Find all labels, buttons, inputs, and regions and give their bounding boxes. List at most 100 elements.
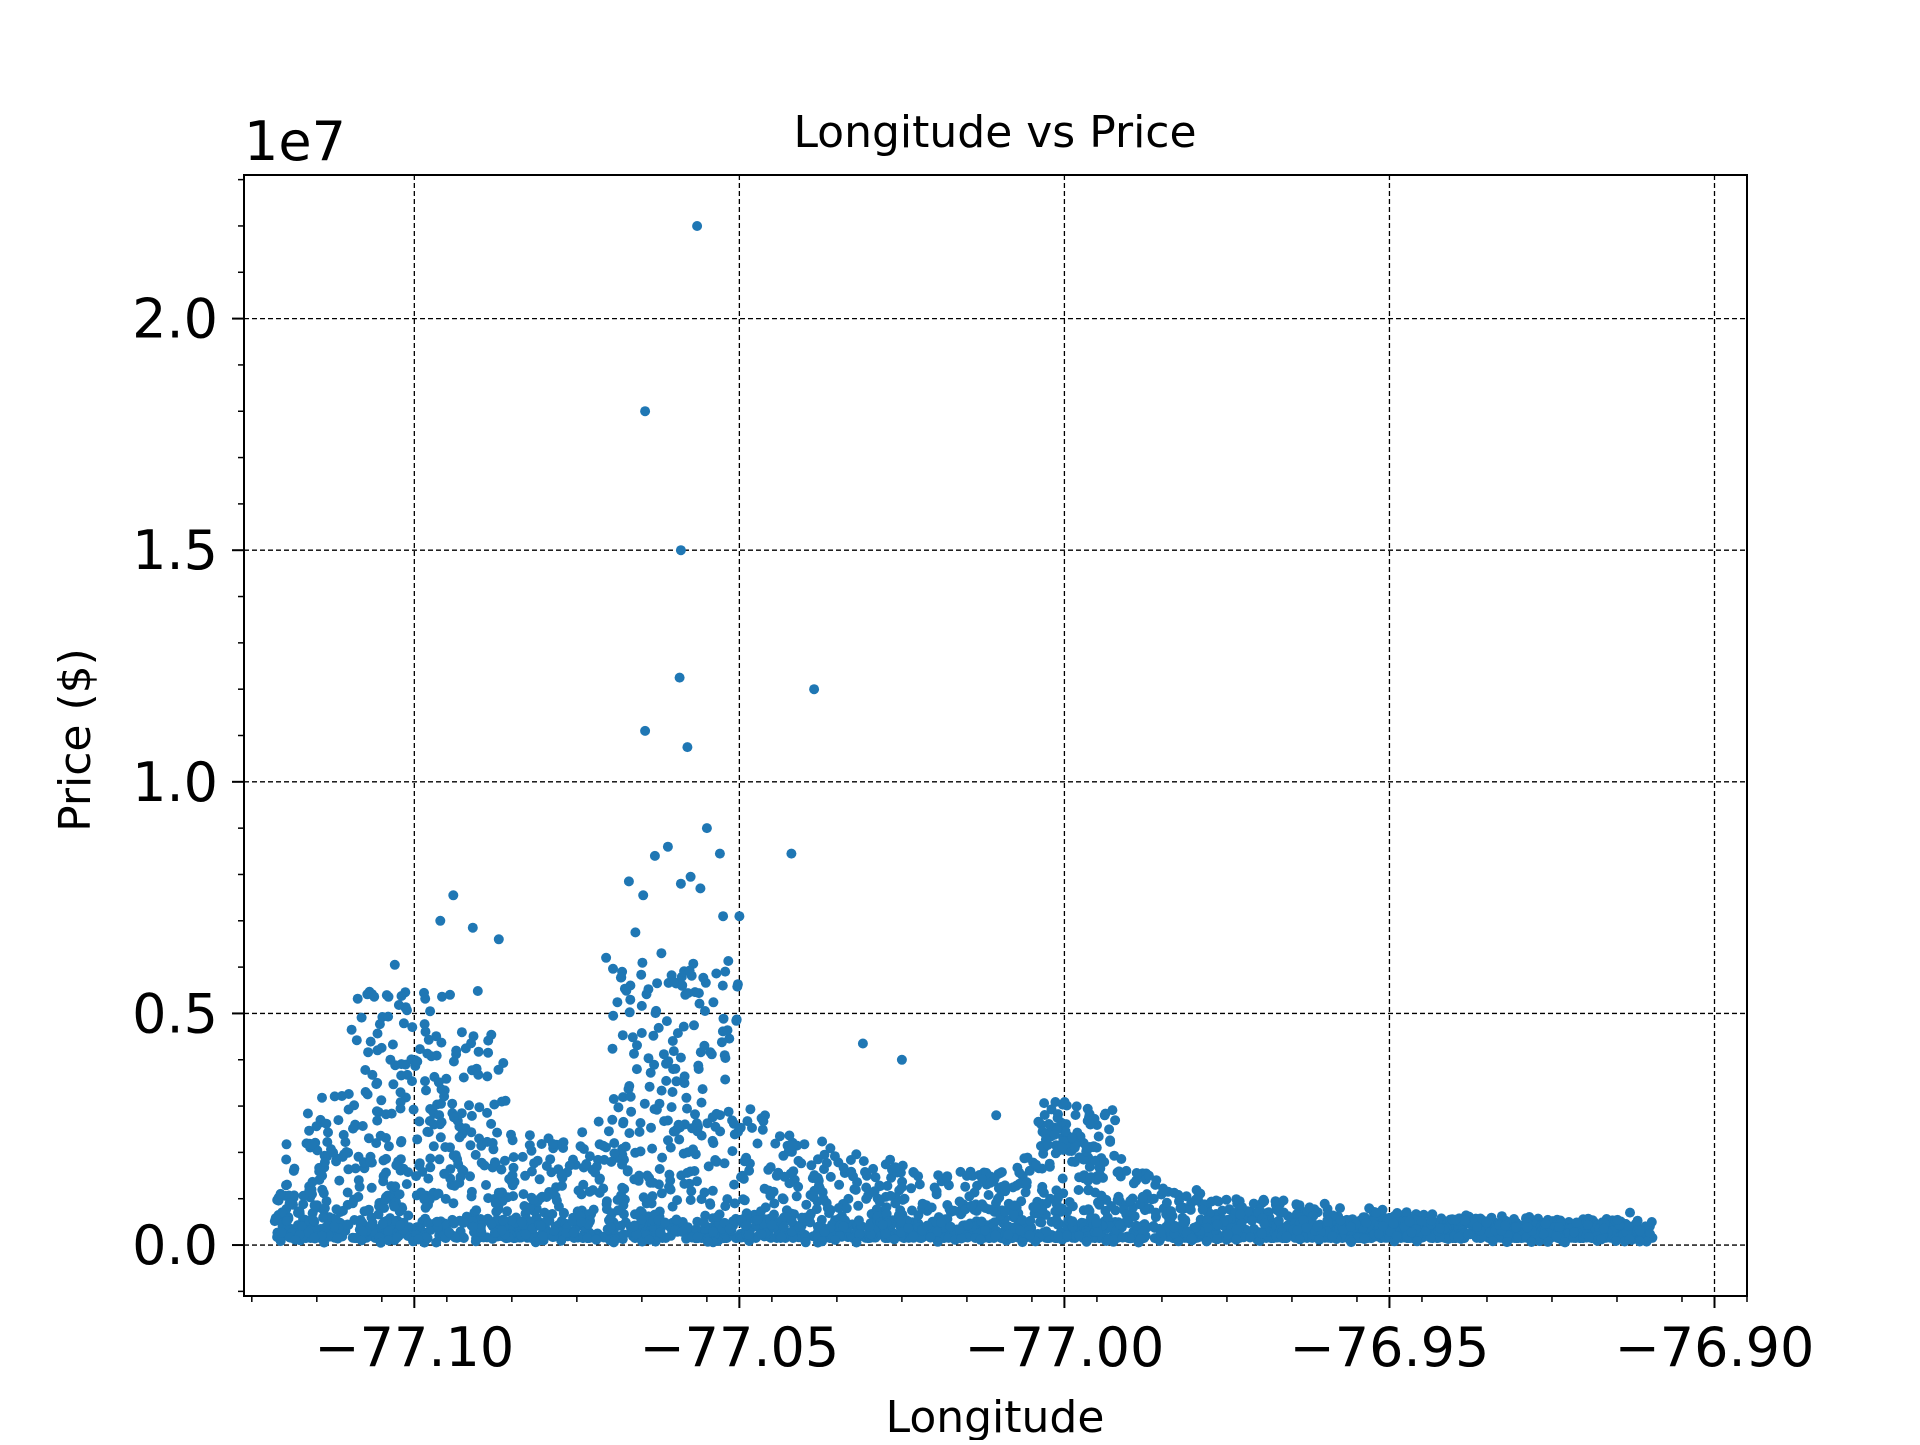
data-point <box>601 1199 612 1209</box>
data-point <box>895 1216 906 1227</box>
data-point <box>536 1220 546 1231</box>
data-point <box>423 1218 434 1228</box>
data-point <box>673 1119 684 1130</box>
data-point <box>365 1036 376 1047</box>
data-point <box>466 1038 477 1049</box>
data-point <box>458 1072 469 1083</box>
data-point <box>1450 1214 1461 1225</box>
data-point <box>520 1170 531 1181</box>
data-point <box>465 1140 476 1151</box>
data-point <box>414 1116 425 1127</box>
data-point <box>407 1022 418 1033</box>
data-point <box>395 1097 406 1108</box>
data-point <box>632 1040 642 1051</box>
data-point <box>504 1174 515 1184</box>
data-point <box>396 1136 407 1146</box>
data-point <box>1646 1217 1657 1227</box>
data-point <box>454 1132 465 1143</box>
data-point <box>556 1235 567 1246</box>
data-point <box>332 1233 343 1244</box>
data-point <box>1125 1195 1136 1206</box>
data-point <box>917 1198 928 1209</box>
data-point <box>372 1077 383 1088</box>
data-point <box>1217 1205 1228 1216</box>
data-point <box>343 1089 354 1099</box>
outlier-point <box>701 823 712 834</box>
y-tick-label: 0.0 <box>132 1214 218 1277</box>
data-point <box>1021 1177 1032 1188</box>
data-point <box>431 1237 442 1248</box>
data-point <box>799 1139 810 1150</box>
data-point <box>682 1103 692 1114</box>
data-point <box>882 1180 893 1191</box>
data-point <box>869 1186 880 1197</box>
data-point <box>949 1205 960 1216</box>
data-point <box>618 1118 629 1129</box>
data-point <box>389 1201 400 1212</box>
data-point <box>1212 1234 1222 1245</box>
data-point <box>1231 1234 1242 1245</box>
data-point <box>1185 1204 1196 1215</box>
data-point <box>1017 1215 1028 1225</box>
y-tick-label: 0.5 <box>132 982 218 1045</box>
data-point <box>1538 1229 1549 1240</box>
data-point <box>1322 1216 1333 1227</box>
data-point <box>747 1122 757 1133</box>
data-point <box>1298 1215 1309 1226</box>
data-point <box>737 1170 748 1181</box>
data-point <box>481 1180 491 1190</box>
data-point <box>603 1126 614 1137</box>
data-point <box>1404 1216 1415 1227</box>
data-point <box>434 1154 445 1165</box>
data-point <box>1213 1196 1224 1207</box>
data-point <box>809 1170 820 1181</box>
data-point <box>1392 1208 1403 1218</box>
data-point <box>931 1189 942 1200</box>
data-point <box>781 1205 792 1216</box>
data-point <box>591 1234 602 1245</box>
data-point <box>644 1234 655 1245</box>
outlier-point <box>389 959 400 970</box>
data-point <box>613 1102 624 1113</box>
data-point <box>534 1174 545 1185</box>
data-point <box>825 1171 836 1182</box>
data-point <box>458 1217 469 1228</box>
data-point <box>414 1158 425 1169</box>
data-point <box>1175 1203 1186 1214</box>
data-point <box>1044 1158 1055 1169</box>
data-point <box>372 1028 383 1039</box>
data-point <box>833 1203 844 1213</box>
data-point <box>824 1208 835 1219</box>
data-point <box>648 1030 659 1041</box>
data-point <box>281 1154 292 1165</box>
data-point <box>805 1210 815 1221</box>
data-point <box>723 956 734 966</box>
data-point <box>858 1156 869 1167</box>
data-point <box>691 1224 702 1235</box>
data-point <box>1634 1225 1645 1236</box>
data-point <box>720 1053 731 1063</box>
data-point <box>456 1027 467 1038</box>
data-point <box>703 1161 714 1172</box>
y-tick-label: 2.0 <box>132 288 218 351</box>
data-point <box>1173 1236 1184 1247</box>
data-point <box>648 1177 659 1188</box>
data-point <box>710 1155 721 1165</box>
data-point <box>699 1040 710 1051</box>
data-point <box>520 1229 531 1240</box>
data-point <box>1335 1215 1346 1226</box>
data-point <box>425 1153 436 1164</box>
data-point <box>942 1172 953 1183</box>
data-point <box>489 1099 500 1110</box>
data-point <box>1301 1222 1312 1233</box>
data-point <box>696 1097 707 1108</box>
outlier-point <box>857 1038 868 1049</box>
data-point <box>436 1117 447 1128</box>
data-point <box>1135 1233 1146 1244</box>
data-point <box>745 1104 756 1115</box>
data-point <box>1463 1229 1474 1240</box>
outlier-point <box>692 221 703 231</box>
data-point <box>394 1189 405 1200</box>
data-point <box>294 1206 305 1217</box>
data-point <box>1137 1192 1148 1203</box>
